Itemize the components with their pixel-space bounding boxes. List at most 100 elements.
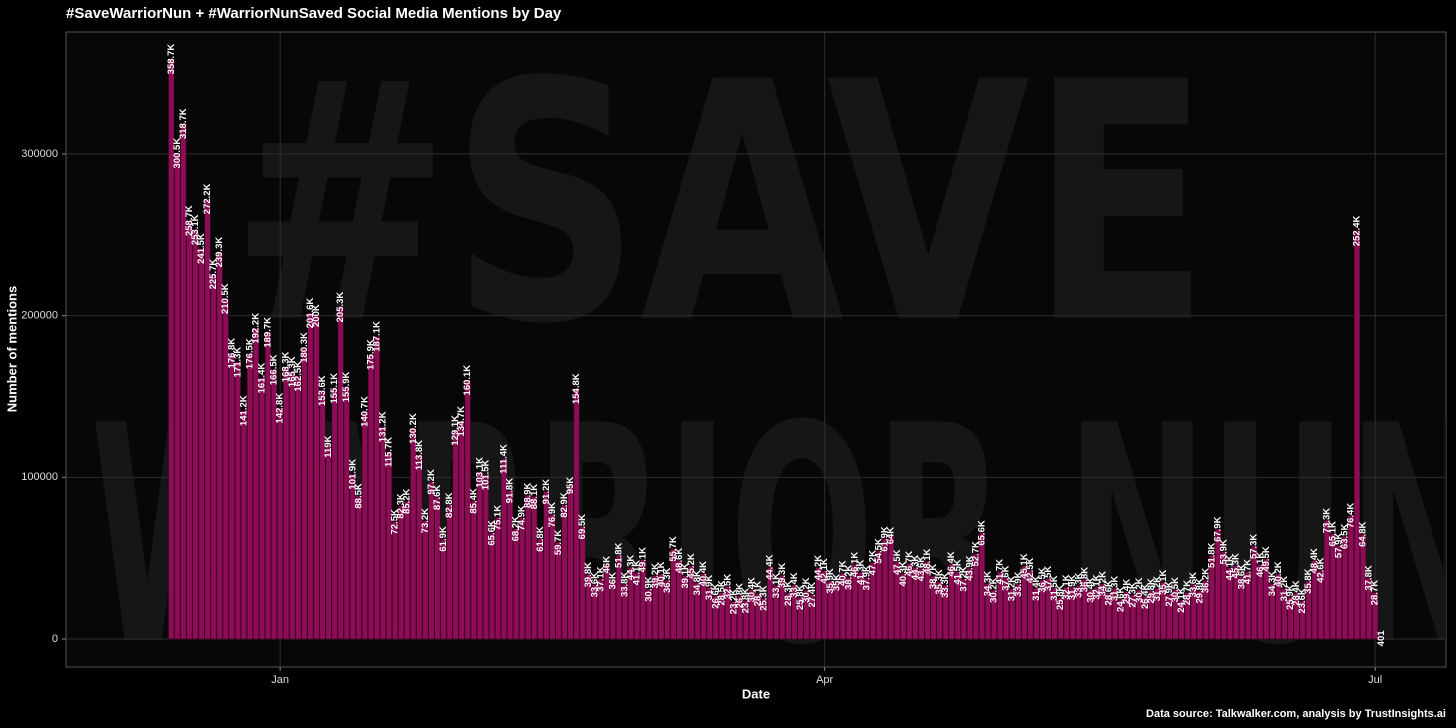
bar (706, 587, 713, 640)
bar (1154, 588, 1161, 640)
bar (712, 595, 719, 640)
bar (779, 575, 786, 640)
bar (470, 500, 477, 640)
value-label: 101.9K (347, 459, 358, 490)
value-label: 171.3K (232, 347, 243, 378)
value-label: 33.6K (1188, 572, 1199, 597)
bar (513, 528, 520, 640)
value-label: 82.9K (559, 492, 570, 517)
value-label: 33.8K (620, 572, 631, 597)
bar (506, 490, 514, 640)
bar (658, 573, 665, 640)
value-label: 358.7K (166, 44, 177, 75)
bar (676, 560, 683, 640)
value-label: 30.4K (1085, 577, 1096, 602)
value-label: 32.1K (1091, 574, 1102, 599)
bar (1148, 590, 1155, 640)
bar (1136, 589, 1143, 640)
bar (1232, 565, 1240, 640)
bar (355, 495, 362, 640)
bar (1087, 589, 1094, 640)
bar (573, 388, 580, 640)
bar (1015, 583, 1022, 640)
value-label: 160.1K (462, 365, 473, 396)
bar (821, 570, 828, 640)
bar (694, 582, 701, 640)
bar (1299, 600, 1306, 640)
value-label: 46.4K (946, 551, 957, 576)
axes: 0 100000 200000 300000 Jan Apr Jul (21, 148, 1382, 686)
value-label: 155.9K (341, 371, 352, 402)
value-label: 31.3K (1110, 576, 1121, 601)
bar (434, 497, 441, 640)
value-label: 166.5K (269, 354, 280, 385)
y-tick-label: 200000 (21, 310, 58, 322)
bar (888, 535, 895, 640)
bar (168, 58, 175, 640)
bar (627, 567, 635, 640)
bar (1347, 515, 1355, 640)
bar (755, 593, 762, 640)
value-label: 134.7K (456, 406, 467, 437)
bar (972, 553, 979, 640)
value-label: 189.7K (263, 317, 274, 348)
bar (1069, 587, 1076, 640)
value-label: 31.4K (1031, 575, 1042, 600)
value-label: 30.2K (989, 577, 1000, 602)
bar (464, 379, 471, 640)
bar (924, 560, 931, 640)
value-label: 28.1K (753, 581, 764, 606)
bar (531, 496, 538, 640)
bar (422, 520, 429, 640)
bar (791, 584, 798, 640)
value-label: 36.3K (662, 568, 673, 593)
bar (234, 361, 241, 640)
bar (1027, 570, 1034, 640)
bar (446, 504, 453, 640)
bar (319, 390, 326, 640)
value-label: 129.1K (450, 415, 461, 446)
y-tick-label: 0 (52, 633, 58, 645)
value-label: 225.7K (208, 259, 219, 290)
bars (168, 58, 1385, 640)
value-label: 45.3K (1231, 553, 1242, 578)
bar (718, 592, 725, 640)
value-label: 29.4K (1122, 579, 1133, 604)
value-label: 26.4K (1140, 584, 1151, 609)
bar (609, 580, 617, 640)
value-label: 31.5K (1049, 575, 1060, 600)
bar (827, 580, 834, 640)
value-label: 28.3K (783, 580, 794, 605)
value-label: 67.9K (1212, 516, 1223, 541)
bar (1323, 520, 1330, 640)
value-label: 39.3K (777, 563, 788, 588)
bar (579, 526, 586, 640)
value-label: 39.1K (680, 563, 691, 588)
bar (210, 273, 217, 640)
value-label: 76.4K (1346, 503, 1357, 528)
value-label: 32.5K (722, 574, 733, 599)
bar (525, 494, 532, 640)
value-label: 33.3K (1073, 572, 1084, 597)
value-label: 131.2K (378, 411, 389, 442)
value-label: 34.3K (983, 571, 994, 596)
bar (494, 517, 502, 640)
value-label: 31.2K (1152, 576, 1163, 601)
value-label: 47.5K (892, 549, 903, 574)
bar (1081, 579, 1088, 640)
bar (458, 420, 465, 640)
value-label: 187.1K (371, 321, 382, 352)
bar (845, 576, 852, 640)
bar (379, 426, 387, 640)
bar (482, 474, 489, 640)
value-label: 61.8K (535, 526, 546, 551)
value-label: 46.7K (904, 551, 915, 576)
value-label: 44.1K (1225, 555, 1236, 580)
value-label: 72.5K (390, 509, 401, 534)
bar (1124, 591, 1131, 640)
value-label: 23.6K (1297, 588, 1308, 613)
value-label: 33.4K (789, 572, 800, 597)
value-label: 46K (601, 556, 612, 574)
value-label: 155.1K (329, 373, 340, 404)
